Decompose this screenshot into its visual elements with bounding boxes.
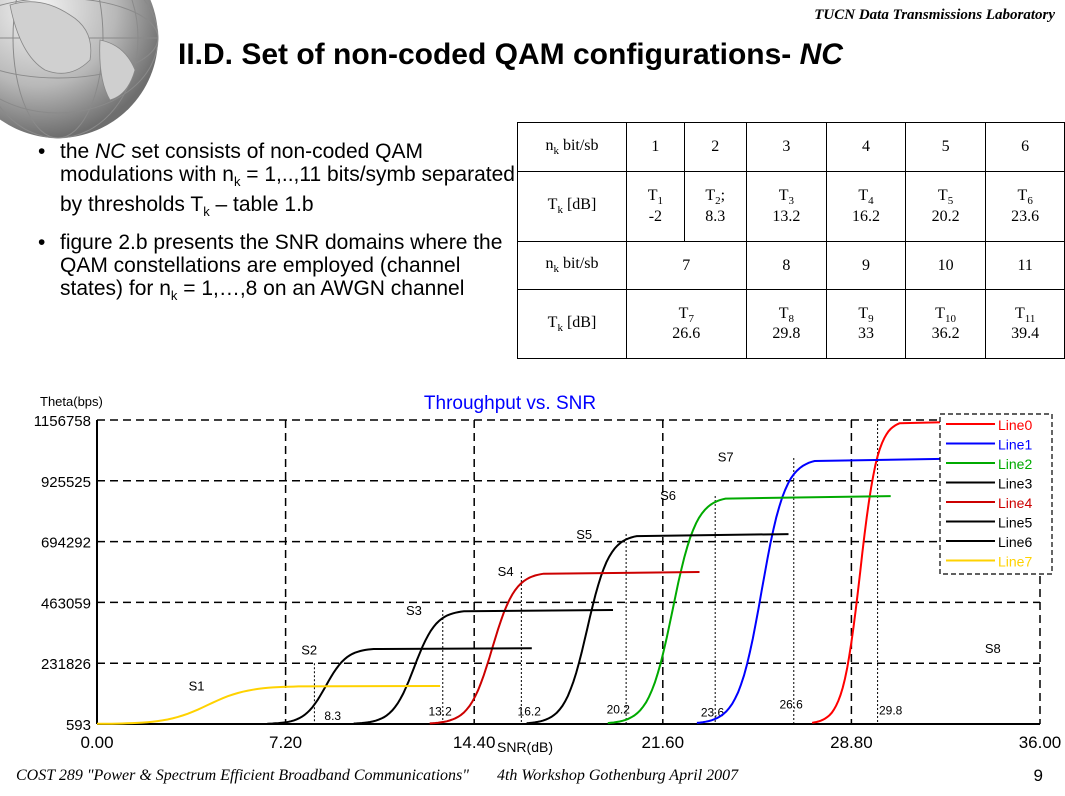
series-line <box>696 457 988 724</box>
bullet-item: the NC set consists of non-coded QAM mod… <box>38 140 516 223</box>
threshold-table: nk bit/sb 1 2 3 4 5 6 Tk [dB] T1 -2 T2; 8.3… <box>517 122 1065 359</box>
table-cell: T6 23.6 <box>985 171 1065 242</box>
state-label: S1 <box>189 678 205 693</box>
x-axis-label: SNR(dB) <box>497 739 553 755</box>
series-line <box>429 571 700 725</box>
threshold-label: 29.8 <box>879 704 903 718</box>
table-cell: 10 <box>904 241 987 290</box>
x-tick-label: 36.00 <box>1019 733 1062 752</box>
table-cell: 8 <box>745 241 828 290</box>
table-cell: T1 -2 <box>625 171 685 242</box>
table-cell: 2 <box>683 122 747 172</box>
table-cell: T3 13.2 <box>745 171 828 242</box>
chart-title: Throughput vs. SNR <box>424 393 596 414</box>
legend-entry: Line0 <box>998 417 1032 433</box>
threshold-label: 20.2 <box>607 703 631 717</box>
bullet-list: the NC set consists of non-coded QAM mod… <box>38 140 516 316</box>
table-cell: 7 <box>625 241 747 290</box>
series-line <box>267 647 532 725</box>
state-label: S6 <box>660 488 676 503</box>
y-tick-label: 593 <box>66 717 91 734</box>
table-cell: 3 <box>745 122 828 172</box>
table-cell: 4 <box>826 122 906 172</box>
legend-entry: Line5 <box>998 515 1032 531</box>
chart-svg: 0.00 7.20 14.40 21.60 28.80 36.00 593 231826 463… <box>30 393 1062 755</box>
bullet-item: figure 2.b presents the SNR domains wher… <box>38 231 516 307</box>
series-line <box>607 495 891 725</box>
table-header-cell: nk bit/sb <box>517 122 627 172</box>
table-cell: 9 <box>826 241 906 290</box>
footer-right: 4th Workshop Gothenburg April 2007 <box>496 767 739 784</box>
legend-entry: Line2 <box>998 456 1032 472</box>
threshold-label: 26.6 <box>779 697 803 711</box>
legend-entry: Line1 <box>998 437 1032 453</box>
x-tick-label: 28.80 <box>830 733 873 752</box>
table-cell: 5 <box>904 122 987 172</box>
table-cell: 6 <box>985 122 1065 172</box>
table-cell: T11 39.4 <box>985 289 1065 359</box>
table-cell: T5 20.2 <box>904 171 987 242</box>
state-label: S5 <box>576 527 592 542</box>
state-label: S7 <box>718 450 734 465</box>
title-emph: NC <box>799 38 843 71</box>
table-cell: T9 33 <box>826 289 906 359</box>
footer-left: COST 289 "Power & Spectrum Efficient Bro… <box>16 767 469 784</box>
y-tick-label: 231826 <box>41 656 91 673</box>
page-number: 9 <box>1033 766 1043 785</box>
series-line <box>97 685 441 725</box>
x-tick-label: 7.20 <box>269 733 302 752</box>
footer: COST 289 "Power & Spectrum Efficient Bro… <box>16 767 738 785</box>
threshold-label: 16.2 <box>518 704 542 718</box>
x-tick-label: 0.00 <box>80 733 113 752</box>
lab-name: TUCN Data Transmissions Laboratory <box>814 7 1055 23</box>
y-tick-label: 694292 <box>41 535 91 552</box>
state-label: S4 <box>498 564 514 579</box>
legend-entry: Line4 <box>998 495 1032 511</box>
table-cell: T10 36.2 <box>904 289 987 359</box>
table-header-cell: Tk [dB] <box>517 171 627 242</box>
y-tick-label: 925525 <box>41 474 91 491</box>
table-cell: 11 <box>985 241 1065 290</box>
title-main: II.D. Set of non-coded QAM configuration… <box>178 38 800 71</box>
y-tick-label: 463059 <box>41 595 91 612</box>
y-tick-label: 1156758 <box>34 413 91 430</box>
legend-entry: Line3 <box>998 476 1032 492</box>
series-line <box>353 609 614 725</box>
x-tick-label: 14.40 <box>453 733 496 752</box>
globe-logo <box>0 0 159 139</box>
series-line <box>526 533 789 725</box>
threshold-label: 23.6 <box>701 705 725 719</box>
state-label: S2 <box>301 643 317 658</box>
x-tick-label: 21.60 <box>642 733 685 752</box>
table-cell: T2; 8.3 <box>683 171 747 242</box>
state-label: S3 <box>406 603 422 618</box>
table-header-cell: Tk [dB] <box>517 289 627 359</box>
table-cell: T8 29.8 <box>745 289 828 359</box>
legend-entry: Line6 <box>998 534 1032 550</box>
throughput-chart: 0.00 7.20 14.40 21.60 28.80 36.00 593 231826 463… <box>0 392 1065 760</box>
state-label: S8 <box>985 641 1001 656</box>
legend-box <box>939 413 1053 575</box>
page-title: II.D. Set of non-coded QAM configuration… <box>178 38 843 72</box>
table-header-cell: nk bit/sb <box>517 241 627 290</box>
table-cell: T4 16.2 <box>826 171 906 242</box>
table-cell: T7 26.6 <box>625 289 747 359</box>
series-line <box>811 419 1041 724</box>
legend-entry: Line7 <box>998 554 1032 570</box>
threshold-label: 13.2 <box>428 704 452 718</box>
table-cell: 1 <box>625 122 685 172</box>
y-axis-label: Theta(bps) <box>40 394 103 409</box>
threshold-label: 8.3 <box>324 709 341 723</box>
